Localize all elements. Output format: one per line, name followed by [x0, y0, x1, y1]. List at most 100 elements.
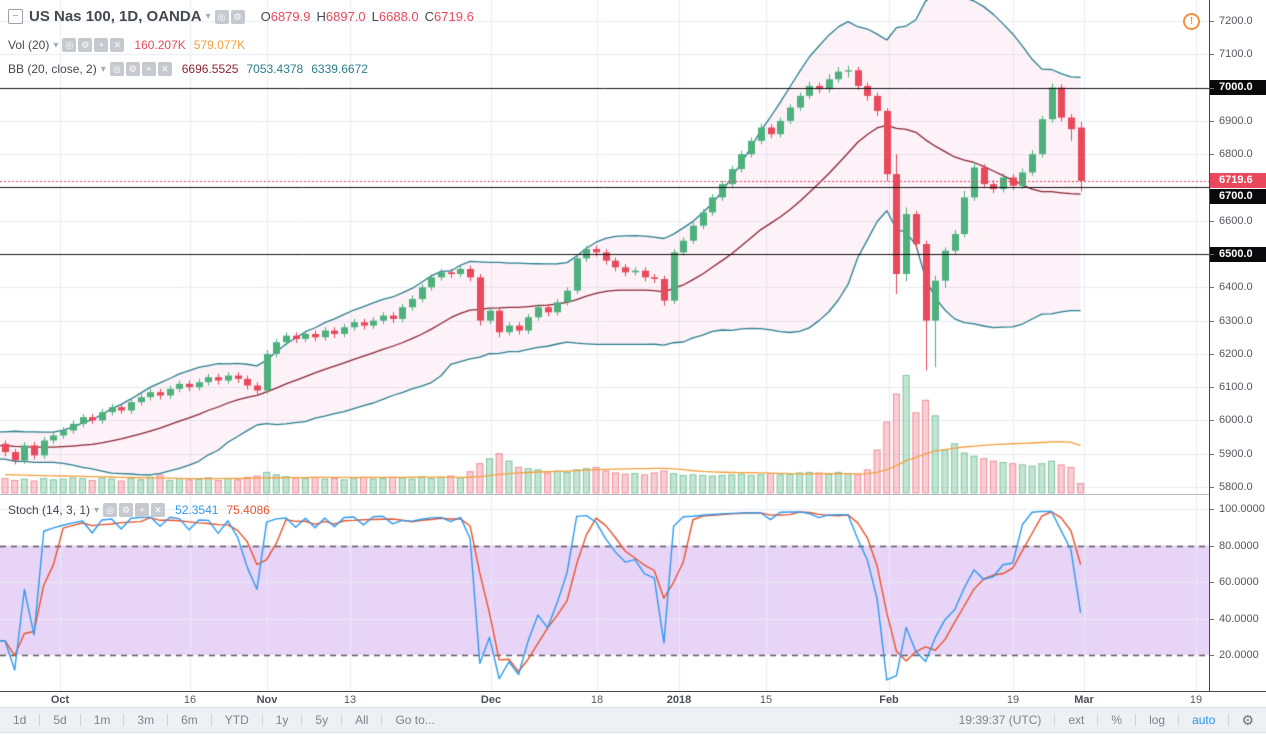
axis-tick [1210, 21, 1214, 22]
toolbar-divider [79, 714, 81, 726]
bollinger-legend: BB (20, close, 2) ▾ ◎ ⚙ + ✕ 6696.5525 7053.4378… [8, 62, 368, 76]
toolbar-divider [1054, 714, 1056, 726]
indicator-value: 579.077K [193, 38, 246, 52]
axis-tick [1210, 88, 1214, 89]
axis-tick [1210, 655, 1214, 656]
chevron-down-icon[interactable]: ▾ [94, 504, 100, 516]
close-icon[interactable]: ✕ [151, 503, 166, 517]
toolbar-divider [1135, 714, 1137, 726]
time-tick: 19 [1006, 694, 1020, 706]
time-tick: Nov [256, 694, 278, 706]
gear-icon[interactable]: ⚙ [78, 38, 93, 52]
indicator-name[interactable]: BB (20, close, 2) [8, 62, 97, 76]
close-icon[interactable]: ✕ [110, 38, 125, 52]
price-line-label[interactable]: 7000.0 [1210, 80, 1266, 96]
axis-tick [1210, 254, 1214, 255]
axis-tick [1210, 582, 1214, 583]
toolbar-divider [261, 714, 263, 726]
volume-legend: Vol (20) ▾ ◎ ⚙ + ✕ 160.207K 579.077K [8, 38, 245, 52]
price-line-label[interactable]: 6500.0 [1210, 246, 1266, 262]
mode-button-log[interactable]: log [1149, 713, 1166, 727]
symbol-title[interactable]: US Nas 100, 1D, OANDA [29, 8, 202, 25]
time-tick: 2018 [666, 694, 692, 706]
indicator-name[interactable]: Vol (20) [8, 38, 50, 52]
toolbar-divider [210, 714, 212, 726]
toolbar-divider [123, 714, 125, 726]
axis-tick [1210, 509, 1214, 510]
price-tick: 6900.0 [1219, 114, 1253, 127]
symbol-legend: − US Nas 100, 1D, OANDA ▾ ◎ ⚙ O6879.9 H689… [8, 8, 474, 25]
indicator-value: 6339.6672 [311, 62, 368, 76]
axis-tick [1210, 387, 1214, 388]
close-icon[interactable]: ✕ [157, 62, 172, 76]
time-tick: Feb [879, 694, 899, 706]
alert-icon[interactable]: ! [1183, 13, 1200, 30]
stoch-tick: 40.0000 [1219, 612, 1259, 625]
eye-icon[interactable]: ◎ [62, 38, 77, 52]
pane-separator[interactable] [0, 494, 1266, 495]
price-axis[interactable]: 7200.0 7100.0 6900.0 6800.0 6600.0 6400.0 6300… [1209, 0, 1266, 691]
ohlc-value: 6719.6 [434, 9, 474, 24]
range-button-5d[interactable]: 5d [53, 713, 67, 727]
mode-button-ext[interactable]: ext [1068, 713, 1085, 727]
ohlc-label: O [260, 9, 271, 24]
range-button-1y[interactable]: 1y [275, 713, 289, 727]
price-tick: 6000.0 [1219, 414, 1253, 427]
eye-icon[interactable]: ◎ [103, 503, 118, 517]
chevron-down-icon[interactable]: ▾ [205, 11, 211, 22]
range-button-6m[interactable]: 6m [181, 713, 198, 727]
range-button-all[interactable]: All [355, 713, 369, 727]
stochastic-chart-canvas[interactable] [0, 495, 1209, 691]
settings-gear-icon[interactable]: ⚙ [1241, 711, 1254, 728]
main-chart-canvas[interactable] [0, 0, 1209, 494]
last-price-label[interactable]: 6719.6 [1210, 173, 1266, 189]
toolbar-divider [1178, 714, 1180, 726]
goto-button[interactable]: Go to... [395, 713, 435, 727]
indicator-value: 7053.4378 [246, 62, 304, 76]
plus-icon[interactable]: + [135, 503, 150, 517]
toolbar-divider [301, 714, 303, 726]
price-tick: 6200.0 [1219, 347, 1253, 360]
price-line-label[interactable]: 6700.0 [1210, 188, 1266, 204]
eye-icon[interactable]: ◎ [109, 62, 124, 76]
indicator-value: 52.3541 [175, 503, 219, 517]
clock-label: 19:39:37 (UTC) [958, 713, 1042, 727]
axis-tick [1210, 420, 1214, 421]
axis-tick [1210, 287, 1214, 288]
mode-button-percent[interactable]: % [1111, 713, 1123, 727]
eye-icon[interactable]: ◎ [214, 9, 229, 24]
range-button-3m[interactable]: 3m [137, 713, 155, 727]
price-tick: 5800.0 [1219, 481, 1253, 494]
time-tick: Mar [1074, 694, 1094, 706]
ohlc-label: H [316, 9, 326, 24]
axis-tick [1210, 487, 1214, 488]
range-button-1m[interactable]: 1m [93, 713, 111, 727]
collapse-icon[interactable]: − [8, 9, 23, 24]
mode-button-auto[interactable]: auto [1192, 713, 1216, 727]
gear-icon[interactable]: ⚙ [125, 62, 140, 76]
axis-tick [1210, 546, 1214, 547]
stoch-tick: 80.0000 [1219, 539, 1259, 552]
chevron-down-icon[interactable]: ▾ [53, 39, 59, 51]
price-tick: 6600.0 [1219, 214, 1253, 227]
gear-icon[interactable]: ⚙ [230, 9, 245, 24]
price-tick: 7200.0 [1219, 15, 1253, 27]
ohlc-value: 6879.9 [270, 9, 311, 24]
stoch-tick: 100.0000 [1219, 503, 1265, 515]
chevron-down-icon[interactable]: ▾ [100, 63, 106, 75]
time-tick: 13 [343, 694, 357, 706]
axis-tick [1210, 54, 1214, 55]
gear-icon[interactable]: ⚙ [119, 503, 134, 517]
toolbar-divider [167, 714, 169, 726]
price-tick: 6100.0 [1219, 381, 1253, 394]
time-axis[interactable]: Oct 16 Nov 13 Dec 18 2018 15 Feb 19 Mar 19 [0, 691, 1266, 708]
range-button-5y[interactable]: 5y [315, 713, 329, 727]
range-button-1d[interactable]: 1d [13, 713, 27, 727]
range-button-ytd[interactable]: YTD [224, 713, 249, 727]
price-tick: 6800.0 [1219, 148, 1253, 161]
indicator-name[interactable]: Stoch (14, 3, 1) [8, 503, 91, 517]
ohlc-label: L [371, 9, 379, 24]
indicator-value: 160.207K [134, 38, 186, 52]
plus-icon[interactable]: + [94, 38, 109, 52]
plus-icon[interactable]: + [141, 62, 156, 76]
